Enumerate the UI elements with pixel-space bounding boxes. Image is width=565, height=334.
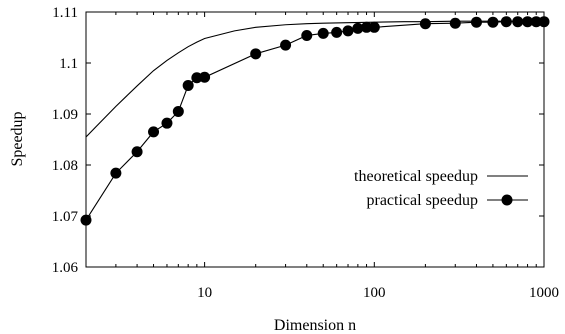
plot-frame: [85, 11, 545, 268]
data-point-practical: [470, 16, 482, 28]
y-tick-label: 1.08: [52, 158, 78, 174]
data-point-practical: [148, 126, 160, 138]
data-point-practical: [522, 16, 534, 28]
data-point-practical: [487, 16, 499, 28]
y-tick-label: 1.1: [59, 56, 78, 72]
data-point-practical: [199, 71, 211, 83]
data-point-practical: [182, 79, 194, 91]
y-axis-label: Speedup: [9, 111, 26, 166]
data-point-practical: [419, 18, 431, 30]
x-axis-label: Dimension n: [274, 317, 356, 334]
data-point-practical: [331, 26, 343, 38]
data-point-practical: [317, 27, 329, 39]
data-point-practical: [131, 146, 143, 158]
x-tick-label: 1000: [529, 285, 559, 301]
data-point-practical: [352, 22, 364, 34]
data-point-practical: [161, 117, 173, 129]
legend-label-theoretical: theoretical speedup: [354, 168, 478, 185]
legend: theoretical speedup practical speedup: [354, 168, 528, 209]
data-point-practical: [538, 16, 550, 28]
data-point-practical: [342, 25, 354, 37]
data-point-practical: [512, 16, 524, 28]
x-tick-label: 10: [197, 285, 212, 301]
data-point-practical: [280, 39, 292, 51]
y-tick-label: 1.09: [52, 107, 78, 123]
data-point-practical: [449, 17, 461, 29]
x-tick-label: 100: [363, 285, 386, 301]
y-tick-label: 1.07: [52, 209, 79, 225]
data-point-practical: [368, 21, 380, 33]
data-point-practical: [500, 16, 512, 28]
data-point-practical: [530, 16, 542, 28]
data-point-practical: [250, 48, 262, 60]
data-point-practical: [361, 21, 373, 33]
axis-ticks: 1.06 1.07 1.08 1.09 1.1 1.11 10 100 1000: [52, 5, 559, 301]
data-point-practical: [172, 105, 184, 117]
data-point-practical: [301, 29, 313, 41]
series-line-practical: [85, 21, 544, 221]
series-layer: [80, 16, 550, 226]
y-tick-label: 1.11: [52, 5, 78, 21]
y-tick-label: 1.06: [52, 260, 79, 276]
data-point-practical: [110, 167, 122, 179]
legend-marker-practical: [501, 194, 513, 206]
series-line-theoretical: [85, 20, 544, 138]
data-point-practical: [80, 214, 92, 226]
legend-label-practical: practical speedup: [367, 192, 479, 209]
